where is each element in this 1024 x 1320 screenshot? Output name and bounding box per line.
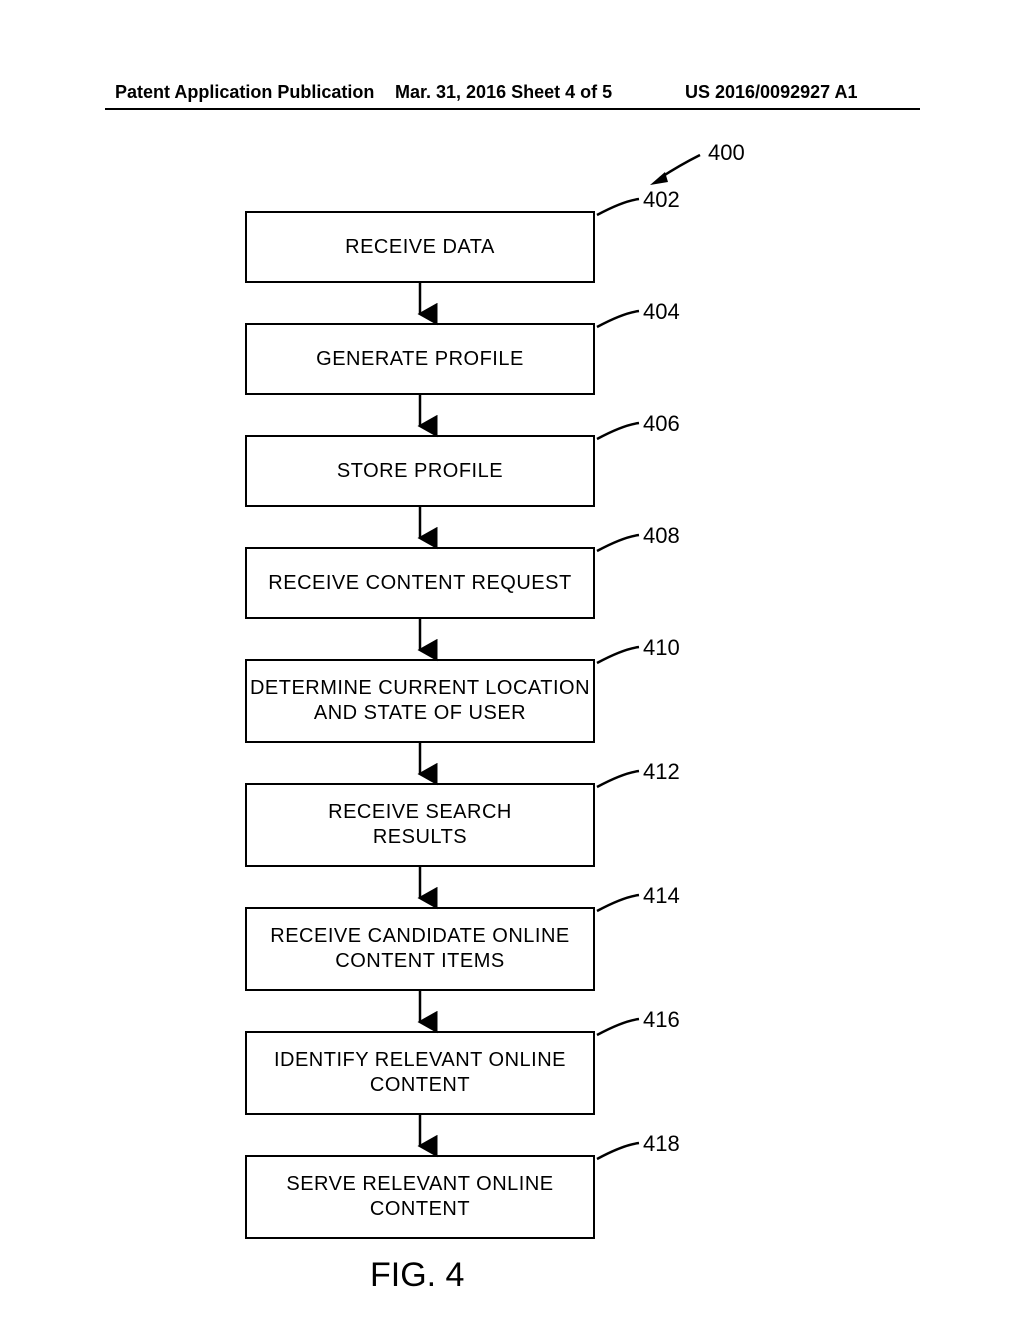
step-box-408: RECEIVE CONTENT REQUEST <box>245 547 595 619</box>
ref-402: 402 <box>643 187 680 213</box>
step-box-402: RECEIVE DATA <box>245 211 595 283</box>
step-label: IDENTIFY RELEVANT ONLINE CONTENT <box>274 1048 566 1098</box>
step-box-412: RECEIVE SEARCH RESULTS <box>245 783 595 867</box>
step-label: RECEIVE SEARCH RESULTS <box>328 800 512 850</box>
ref-416: 416 <box>643 1007 680 1033</box>
ref-418: 418 <box>643 1131 680 1157</box>
ref-410: 410 <box>643 635 680 661</box>
ref-400: 400 <box>708 140 745 166</box>
step-box-410: DETERMINE CURRENT LOCATION AND STATE OF … <box>245 659 595 743</box>
step-label: RECEIVE CANDIDATE ONLINE CONTENT ITEMS <box>270 924 569 974</box>
step-label: RECEIVE DATA <box>345 235 495 260</box>
step-box-406: STORE PROFILE <box>245 435 595 507</box>
step-label: SERVE RELEVANT ONLINE CONTENT <box>286 1172 553 1222</box>
step-box-414: RECEIVE CANDIDATE ONLINE CONTENT ITEMS <box>245 907 595 991</box>
header-publication: Patent Application Publication <box>115 82 374 103</box>
ref-408: 408 <box>643 523 680 549</box>
header-rule <box>105 108 920 110</box>
ref-404: 404 <box>643 299 680 325</box>
step-label: RECEIVE CONTENT REQUEST <box>268 571 571 596</box>
header-patent-no: US 2016/0092927 A1 <box>685 82 857 103</box>
step-label: DETERMINE CURRENT LOCATION AND STATE OF … <box>250 676 590 726</box>
ref-406: 406 <box>643 411 680 437</box>
ref-414: 414 <box>643 883 680 909</box>
page: Patent Application Publication Mar. 31, … <box>0 0 1024 1320</box>
figure-label: FIG. 4 <box>370 1256 464 1295</box>
header-sheet-info: Mar. 31, 2016 Sheet 4 of 5 <box>395 82 612 103</box>
step-label: GENERATE PROFILE <box>316 347 524 372</box>
ref-412: 412 <box>643 759 680 785</box>
step-box-416: IDENTIFY RELEVANT ONLINE CONTENT <box>245 1031 595 1115</box>
step-box-404: GENERATE PROFILE <box>245 323 595 395</box>
step-box-418: SERVE RELEVANT ONLINE CONTENT <box>245 1155 595 1239</box>
step-label: STORE PROFILE <box>337 459 503 484</box>
